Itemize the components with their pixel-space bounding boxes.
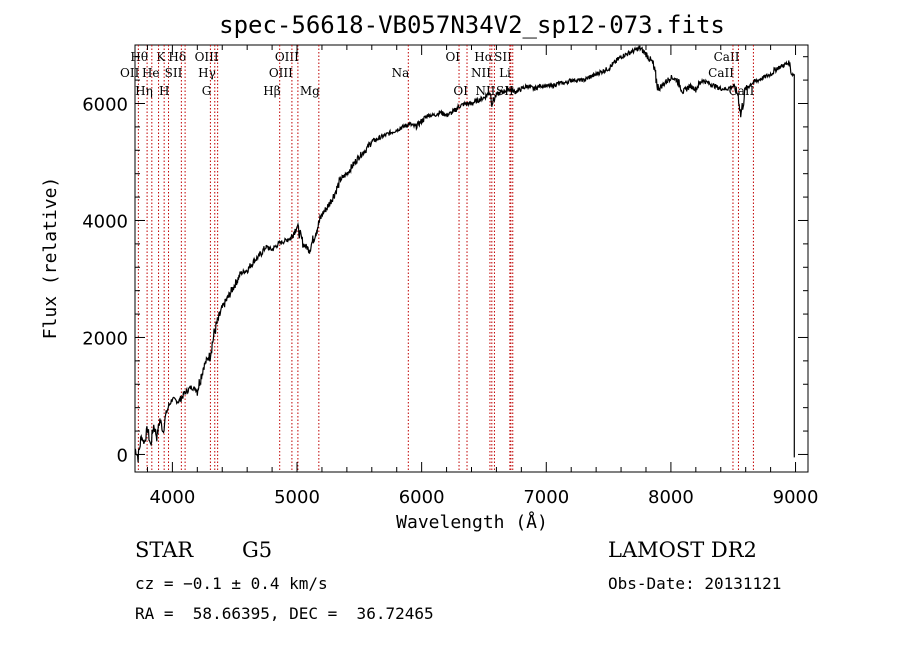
spectral-line-label-25: CaII bbox=[708, 66, 734, 80]
spectral-line-label-5: Hη bbox=[135, 84, 153, 98]
spectral-line-label-18: Hα bbox=[474, 50, 493, 64]
plot-frame bbox=[134, 44, 809, 473]
spectral-line-label-19: SII bbox=[494, 50, 512, 64]
spectral-line-label-15: Na bbox=[392, 66, 410, 80]
spectral-line-label-21: Li bbox=[499, 66, 511, 80]
spectral-line-label-12: OIII bbox=[269, 66, 293, 80]
x-axis-label: Wavelength (Å) bbox=[396, 511, 548, 533]
y-tick-label: 2000 bbox=[82, 328, 128, 349]
coordinates: RA = 58.66395, DEC = 36.72465 bbox=[135, 604, 434, 623]
x-tick-label: 8000 bbox=[648, 487, 694, 508]
y-axis-ticks: 0 2000 4000 6000 bbox=[82, 56, 808, 466]
series-layer bbox=[134, 45, 795, 463]
spectral-line-label-6: H bbox=[159, 84, 169, 98]
x-tick-label: 6000 bbox=[399, 487, 445, 508]
spectral-line-label-1: K bbox=[156, 50, 166, 64]
chart-title: spec-56618-VB057N34V2_sp12-073.fits bbox=[219, 11, 725, 39]
spectral-line-label-10: SII bbox=[165, 66, 183, 80]
x-tick-label: 5000 bbox=[274, 487, 320, 508]
x-tick-label: 4000 bbox=[149, 487, 195, 508]
spectral-line-label-4: He bbox=[142, 66, 160, 80]
spectral-line-label-8: Hγ bbox=[198, 66, 216, 80]
spectral-line-label-11: OIII bbox=[275, 50, 299, 64]
redshift-info: cz = −0.1 ± 0.4 km/s bbox=[135, 574, 328, 593]
spectral-line-label-24: CaII bbox=[714, 50, 740, 64]
spectral-line-label-2: Hδ bbox=[168, 50, 186, 64]
y-tick-label: 4000 bbox=[82, 211, 128, 232]
y-tick-label: 0 bbox=[117, 445, 128, 466]
x-axis-ticks: 4000 5000 6000 7000 8000 9000 bbox=[146, 45, 819, 508]
spectral-line-label-16: OI bbox=[445, 50, 460, 64]
spectral-line-label-14: Mg bbox=[300, 84, 320, 98]
spectral-line-label-3: OII bbox=[120, 66, 140, 80]
y-tick-label: 6000 bbox=[82, 94, 128, 115]
spectral-line-label-9: G bbox=[202, 84, 212, 98]
survey-name: LAMOST DR2 bbox=[608, 538, 757, 562]
object-subclass: G5 bbox=[242, 538, 273, 562]
x-tick-label: 9000 bbox=[773, 487, 819, 508]
spectral-line-label-13: Hβ bbox=[263, 84, 280, 98]
spectral-line-label-17: OI bbox=[453, 84, 468, 98]
spectral-line-label-7: OIII bbox=[195, 50, 219, 64]
spectral-line-label-20: NII bbox=[471, 66, 491, 80]
series-line-0 bbox=[134, 45, 795, 463]
object-class: STAR bbox=[135, 538, 194, 562]
y-axis-label: Flux (relative) bbox=[40, 177, 61, 340]
observation-date: Obs-Date: 20131121 bbox=[608, 574, 782, 593]
x-tick-label: 7000 bbox=[523, 487, 569, 508]
